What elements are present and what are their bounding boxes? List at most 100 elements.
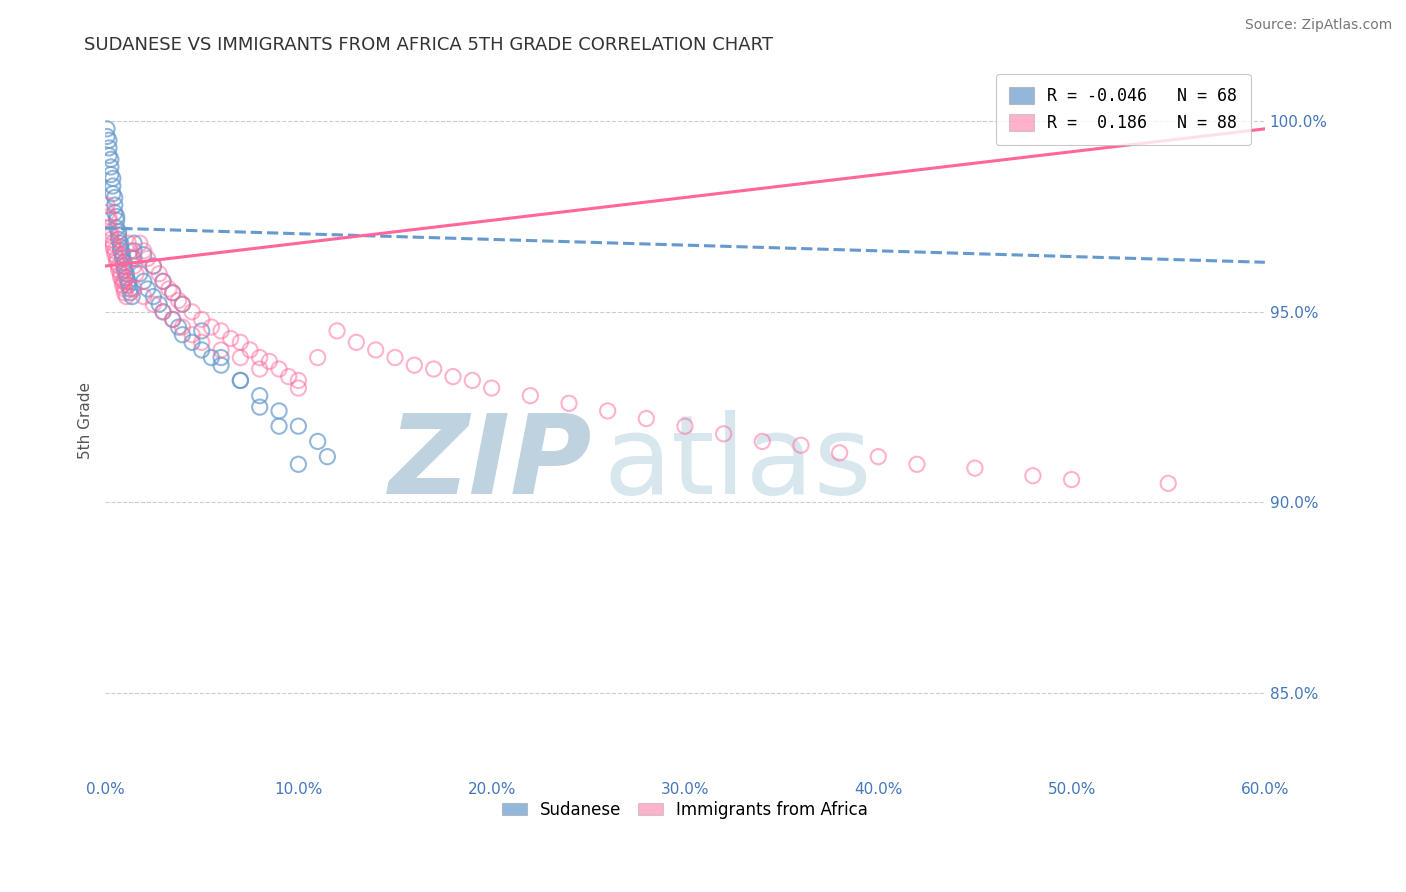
Point	[267, 404, 290, 418]
Point	[105, 252, 128, 266]
Point	[481, 381, 503, 395]
Point	[105, 221, 128, 235]
Point	[97, 148, 120, 162]
Point	[104, 205, 127, 219]
Point	[122, 252, 145, 266]
Point	[209, 351, 232, 365]
Point	[115, 267, 138, 281]
Point	[112, 259, 135, 273]
Point	[115, 289, 138, 303]
Point	[112, 255, 135, 269]
Point	[167, 293, 190, 308]
Point	[219, 331, 242, 345]
Point	[209, 343, 232, 357]
Point	[122, 259, 145, 273]
Legend: Sudanese, Immigrants from Africa: Sudanese, Immigrants from Africa	[495, 794, 875, 826]
Point	[287, 419, 309, 434]
Point	[101, 236, 124, 251]
Point	[101, 179, 124, 194]
Point	[162, 312, 184, 326]
Point	[105, 255, 128, 269]
Point	[97, 133, 120, 147]
Point	[172, 297, 194, 311]
Point	[172, 327, 194, 342]
Point	[110, 270, 132, 285]
Point	[110, 267, 132, 281]
Point	[316, 450, 339, 464]
Point	[828, 446, 851, 460]
Point	[307, 434, 329, 449]
Point	[121, 252, 143, 266]
Point	[142, 259, 165, 273]
Point	[101, 171, 124, 186]
Point	[107, 228, 129, 243]
Point	[120, 244, 142, 258]
Point	[110, 240, 132, 254]
Point	[115, 270, 138, 285]
Point	[190, 312, 212, 326]
Text: Source: ZipAtlas.com: Source: ZipAtlas.com	[1244, 18, 1392, 32]
Point	[112, 274, 135, 288]
Point	[107, 263, 129, 277]
Point	[1060, 473, 1083, 487]
Point	[239, 343, 262, 357]
Point	[596, 404, 619, 418]
Point	[136, 282, 159, 296]
Point	[110, 244, 132, 258]
Point	[162, 285, 184, 300]
Point	[162, 285, 184, 300]
Point	[142, 297, 165, 311]
Point	[190, 335, 212, 350]
Point	[404, 358, 426, 372]
Point	[157, 282, 180, 296]
Point	[441, 369, 464, 384]
Point	[181, 335, 204, 350]
Point	[229, 374, 252, 388]
Point	[267, 362, 290, 376]
Point	[101, 186, 124, 201]
Point	[105, 213, 128, 227]
Point	[384, 351, 406, 365]
Point	[97, 210, 120, 224]
Point	[868, 450, 890, 464]
Point	[96, 198, 118, 212]
Point	[152, 305, 174, 319]
Point	[132, 247, 155, 261]
Point	[104, 190, 127, 204]
Point	[122, 236, 145, 251]
Point	[162, 312, 184, 326]
Point	[558, 396, 581, 410]
Point	[152, 274, 174, 288]
Point	[120, 282, 142, 296]
Point	[287, 458, 309, 472]
Point	[200, 320, 222, 334]
Point	[229, 374, 252, 388]
Point	[287, 381, 309, 395]
Point	[259, 354, 281, 368]
Point	[673, 419, 696, 434]
Point	[963, 461, 986, 475]
Point	[249, 400, 271, 414]
Y-axis label: 5th Grade: 5th Grade	[79, 382, 93, 459]
Point	[249, 362, 271, 376]
Point	[96, 129, 118, 144]
Point	[97, 221, 120, 235]
Point	[148, 267, 170, 281]
Point	[200, 351, 222, 365]
Point	[111, 278, 134, 293]
Point	[142, 289, 165, 303]
Point	[142, 259, 165, 273]
Point	[1022, 468, 1045, 483]
Point	[100, 168, 122, 182]
Point	[100, 228, 122, 243]
Point	[461, 374, 484, 388]
Point	[209, 358, 232, 372]
Point	[167, 320, 190, 334]
Point	[277, 369, 299, 384]
Point	[636, 411, 658, 425]
Point	[751, 434, 773, 449]
Point	[100, 225, 122, 239]
Point	[190, 324, 212, 338]
Point	[128, 236, 150, 251]
Point	[125, 267, 148, 281]
